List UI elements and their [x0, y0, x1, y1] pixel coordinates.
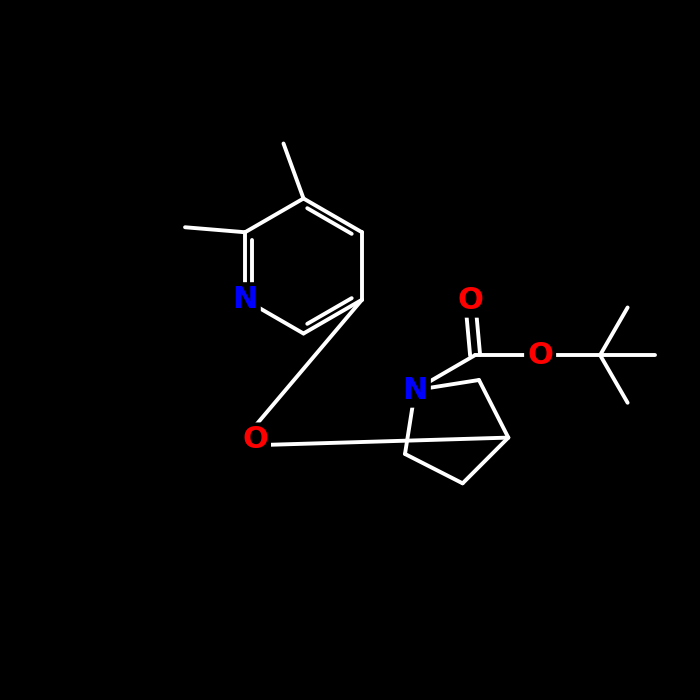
Text: N: N: [232, 286, 258, 314]
Text: O: O: [242, 426, 268, 454]
Text: O: O: [457, 286, 483, 314]
Text: O: O: [527, 341, 553, 370]
Text: N: N: [402, 376, 428, 405]
